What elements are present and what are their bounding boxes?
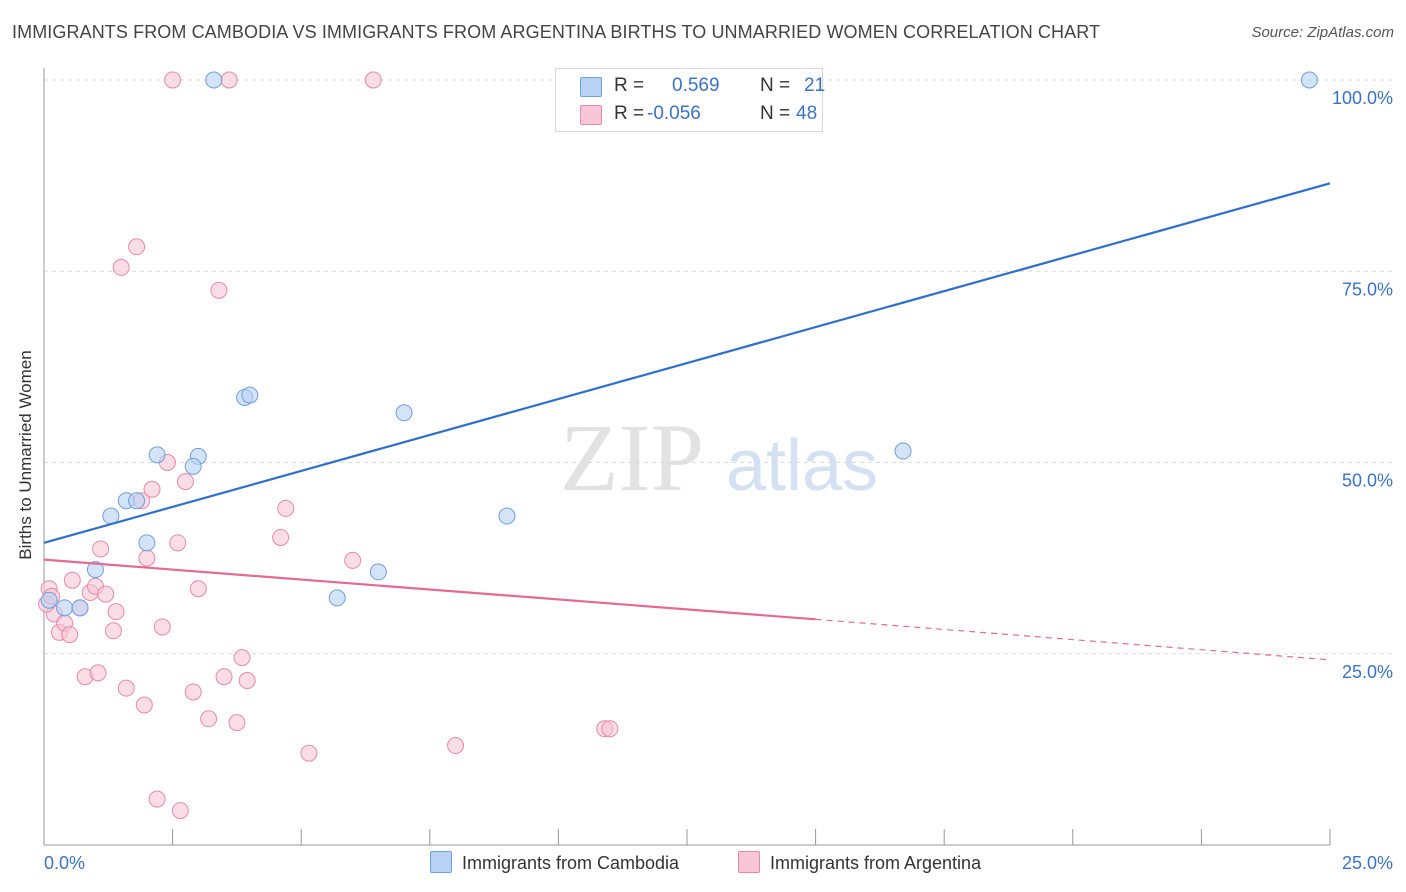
legend-item-cambodia: Immigrants from Cambodia xyxy=(430,851,679,874)
legend-label-cambodia: Immigrants from Cambodia xyxy=(462,853,680,873)
data-point-cambodia xyxy=(128,492,146,510)
legend-n-value: 21 xyxy=(804,75,826,96)
x-tick-label: 0.0% xyxy=(44,853,85,873)
data-point-cambodia xyxy=(1300,71,1318,89)
legend-swatch-argentina xyxy=(580,105,602,125)
trend-lines xyxy=(43,182,1331,661)
trend-line-argentina-extension xyxy=(815,618,1331,661)
data-point-argentina xyxy=(200,710,218,728)
y-tick-label: 50.0% xyxy=(1342,471,1393,491)
data-point-argentina xyxy=(220,71,238,89)
data-point-argentina xyxy=(104,622,122,640)
legend-r-label: R = xyxy=(614,75,645,96)
data-point-cambodia xyxy=(241,386,259,404)
data-point-argentina xyxy=(210,281,228,299)
data-point-argentina xyxy=(153,618,171,636)
legend-r-value: -0.056 xyxy=(647,103,701,124)
data-point-cambodia xyxy=(86,561,104,579)
data-point-argentina xyxy=(169,534,187,552)
stats-legend: R = 0.569 N = 21 R = -0.056 N = 48 xyxy=(555,68,826,132)
legend-n-value: 48 xyxy=(796,103,818,124)
data-point-argentina xyxy=(107,603,125,621)
argentina-series-points xyxy=(38,71,619,820)
data-point-cambodia xyxy=(205,71,223,89)
source-credit: Source: ZipAtlas.com xyxy=(1251,24,1394,41)
x-tick-label: 25.0% xyxy=(1342,853,1393,873)
data-point-cambodia xyxy=(498,507,516,525)
tick-labels: 25.0% 50.0% 75.0% 100.0% 0.0% 25.0% xyxy=(44,88,1393,873)
data-point-cambodia xyxy=(40,591,58,609)
y-axis-label: Births to Unmarried Women xyxy=(16,350,35,560)
watermark: ZIP atlas xyxy=(560,404,878,511)
cambodia-series-points xyxy=(40,71,1318,617)
data-point-argentina xyxy=(277,499,295,517)
data-point-argentina xyxy=(215,668,233,686)
legend-item-argentina: Immigrants from Argentina xyxy=(738,851,981,874)
data-point-argentina xyxy=(117,679,135,697)
trend-line-cambodia xyxy=(43,182,1331,544)
data-point-argentina xyxy=(233,649,251,667)
data-point-argentina xyxy=(300,744,318,762)
data-point-cambodia xyxy=(369,563,387,581)
data-point-cambodia xyxy=(894,442,912,460)
data-point-argentina xyxy=(601,720,619,738)
data-point-argentina xyxy=(138,549,156,567)
data-point-argentina xyxy=(176,473,194,491)
data-point-cambodia xyxy=(395,404,413,422)
data-point-argentina xyxy=(228,714,246,732)
data-point-argentina xyxy=(447,737,465,755)
y-tick-label: 100.0% xyxy=(1332,88,1393,108)
data-point-argentina xyxy=(189,580,207,598)
legend-label-argentina: Immigrants from Argentina xyxy=(770,853,982,873)
data-point-argentina xyxy=(63,571,81,589)
legend-r-label: R = xyxy=(614,103,645,124)
trend-line-argentina xyxy=(43,558,816,621)
data-point-argentina xyxy=(135,696,153,714)
data-point-argentina xyxy=(61,626,79,644)
data-point-argentina xyxy=(238,672,256,690)
data-point-argentina xyxy=(184,683,202,701)
data-point-cambodia xyxy=(184,457,202,475)
legend-swatch-cambodia xyxy=(580,77,602,97)
data-point-cambodia xyxy=(148,446,166,464)
data-point-argentina xyxy=(97,585,115,603)
data-point-cambodia xyxy=(328,589,346,607)
data-point-argentina xyxy=(148,790,166,808)
data-point-argentina xyxy=(272,528,290,546)
legend-swatch-cambodia xyxy=(430,851,452,873)
data-point-argentina xyxy=(164,71,182,89)
watermark-zip: ZIP xyxy=(560,404,704,511)
axes xyxy=(43,68,1331,846)
data-point-cambodia xyxy=(56,599,74,617)
y-tick-label: 25.0% xyxy=(1342,662,1393,682)
data-point-argentina xyxy=(89,664,107,682)
data-point-argentina xyxy=(364,71,382,89)
data-point-argentina xyxy=(171,802,189,820)
data-point-argentina xyxy=(112,258,130,276)
data-point-cambodia xyxy=(71,599,89,617)
data-point-argentina xyxy=(128,238,146,256)
legend-n-label: N = xyxy=(760,103,791,124)
chart-title: IMMIGRANTS FROM CAMBODIA VS IMMIGRANTS F… xyxy=(12,22,1101,42)
watermark-atlas: atlas xyxy=(726,426,878,506)
y-tick-label: 75.0% xyxy=(1342,279,1393,299)
data-point-argentina xyxy=(143,480,161,498)
legend-swatch-argentina xyxy=(738,851,760,873)
legend-r-value: 0.569 xyxy=(672,75,720,96)
grid-lines xyxy=(44,79,1395,655)
data-point-cambodia xyxy=(138,534,156,552)
data-point-argentina xyxy=(92,540,110,558)
data-point-argentina xyxy=(344,551,362,569)
legend-n-label: N = xyxy=(760,75,791,96)
